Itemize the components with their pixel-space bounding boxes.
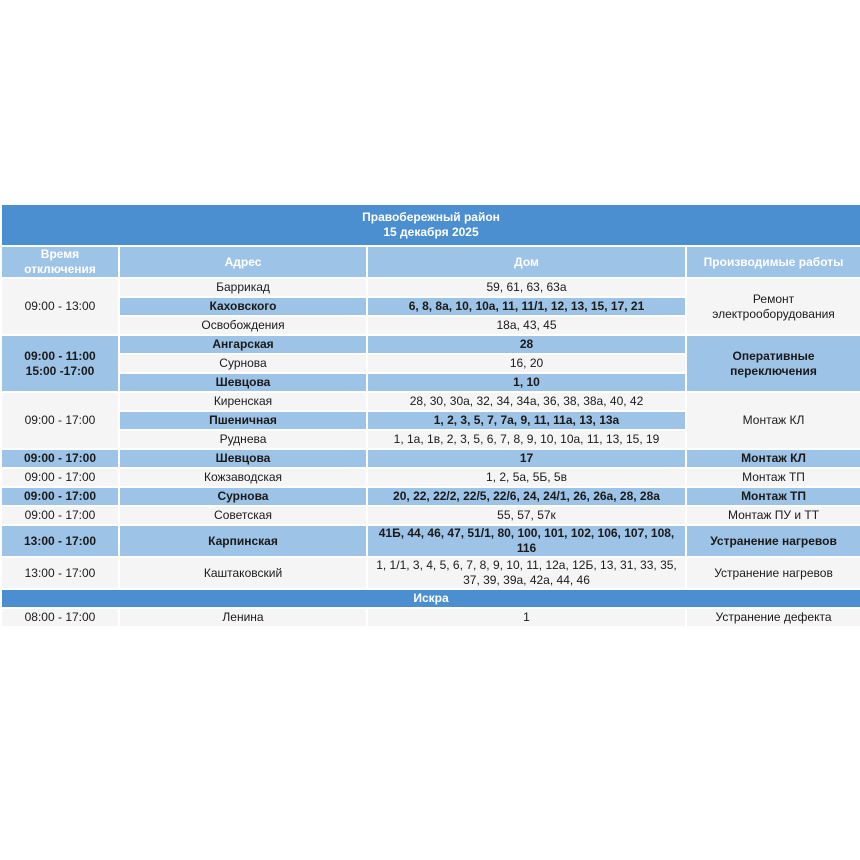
street-address: Шевцова — [118, 372, 368, 393]
house-numbers: 6, 8, 8а, 10, 10а, 11, 11/1, 12, 13, 15,… — [366, 296, 687, 317]
street-address: Советская — [118, 505, 368, 526]
outage-time: 13:00 - 17:00 — [0, 556, 120, 590]
house-numbers: 16, 20 — [366, 353, 687, 374]
house-numbers: 1, 1/1, 3, 4, 5, 6, 7, 8, 9, 10, 11, 12а… — [366, 556, 687, 590]
schedule-date: 15 декабря 2025 — [383, 225, 479, 239]
house-numbers: 28, 30, 30а, 32, 34, 34а, 36, 38, 38а, 4… — [366, 391, 687, 412]
outage-time: 13:00 - 17:00 — [0, 524, 120, 558]
column-header-house: Дом — [366, 245, 687, 279]
table-row: 09:00 - 11:00 15:00 -17:00 Ангарская 28 Опер… — [0, 334, 860, 393]
street-address: Шевцова — [118, 448, 368, 469]
table-row: Каховского 6, 8, 8а, 10, 10а, 11, 11/1, 1… — [1, 296, 860, 317]
outage-time-line: 15:00 -17:00 — [25, 363, 95, 378]
column-header-time: Время отключения — [0, 245, 120, 279]
table-row: 13:00 - 17:00 Каштаковский 1, 1/1, 3, 4, 5… — [0, 556, 860, 590]
outage-time: 09:00 - 17:00 — [0, 505, 120, 526]
street-address: Освобождения — [118, 315, 368, 336]
street-address: Ангарская — [118, 334, 368, 355]
street-address: Каштаковский — [118, 556, 368, 590]
outage-time: 09:00 - 17:00 — [0, 486, 120, 507]
table-row: Сурнова 16, 20 — [1, 353, 860, 374]
works-description: Монтаж ТП — [684, 486, 860, 507]
outage-time: 09:00 - 11:00 15:00 -17:00 — [0, 334, 120, 393]
works-description: Монтаж ПУ и ТТ — [684, 505, 860, 526]
table-row: 09:00 - 17:00 Шевцова 17 Монтаж КЛ — [0, 448, 860, 469]
house-numbers: 1 — [366, 607, 687, 628]
house-numbers: 18а, 43, 45 — [366, 315, 687, 336]
street-address: Ленина — [118, 607, 368, 628]
street-address: Баррикад — [118, 277, 368, 298]
outage-time-line: 09:00 - 11:00 — [24, 348, 96, 363]
street-address: Карпинская — [118, 524, 368, 558]
outage-time-line: 09:00 - 17:00 — [23, 489, 97, 503]
house-numbers: 17 — [366, 448, 687, 469]
table-row: 09:00 - 17:00 Киренская 28, 30, 30а, 32, 3… — [0, 391, 860, 450]
house-numbers: 1, 10 — [366, 372, 687, 393]
outage-time-line: 13:00 - 17:00 — [24, 565, 96, 580]
table-row: Освобождения 18а, 43, 45 — [1, 315, 860, 336]
street-address: Сурнова — [118, 486, 368, 507]
street-address: Каховского — [118, 296, 368, 317]
house-numbers: 1, 2, 3, 5, 7, 7а, 9, 11, 11а, 13, 13а — [366, 410, 687, 431]
table-title-row: Правобережный район 15 декабря 2025 — [0, 203, 860, 247]
header-row: Время отключения Адрес Дом Производимые … — [0, 245, 860, 279]
section-row: Искра — [0, 588, 860, 609]
section-title: Искра — [0, 588, 860, 609]
table-row: 13:00 - 17:00 Карпинская 41Б, 44, 46, 47, … — [0, 524, 860, 558]
outage-time: 09:00 - 13:00 — [0, 277, 120, 336]
house-numbers: 1, 2, 5а, 5Б, 5в — [366, 467, 687, 488]
outage-time: 09:00 - 17:00 — [0, 467, 120, 488]
outage-time: 09:00 - 17:00 — [0, 391, 120, 450]
outage-time: 09:00 - 17:00 — [0, 448, 120, 469]
outage-time-line: 09:00 - 17:00 — [23, 451, 97, 465]
works-description: Ремонт электрооборудования — [684, 277, 860, 336]
street-address: Сурнова — [118, 353, 368, 374]
outage-time-line: 09:00 - 17:00 — [24, 470, 96, 484]
table-row: 08:00 - 17:00 Ленина 1 Устранение дефекта — [0, 607, 860, 628]
works-description: Устранение дефекта — [684, 607, 860, 628]
street-address: Кожзаводская — [118, 467, 368, 488]
street-address: Пшеничная — [118, 410, 368, 431]
table-title: Правобережный район 15 декабря 2025 — [0, 203, 860, 247]
works-description: Монтаж КЛ — [684, 448, 860, 469]
works-description: Оперативные переключения — [684, 334, 860, 393]
outage-schedule-table: Правобережный район 15 декабря 2025 Врем… — [0, 203, 860, 628]
outage-time-line: 09:00 - 17:00 — [24, 508, 96, 522]
table-row: Руднева 1, 1а, 1в, 2, 3, 5, 6, 7, 8, 9, 1… — [1, 429, 860, 450]
works-description: Устранение нагревов — [684, 524, 860, 558]
house-numbers: 20, 22, 22/2, 22/5, 22/6, 24, 24/1, 26, … — [366, 486, 687, 507]
outage-time-line: 08:00 - 17:00 — [24, 610, 96, 624]
column-header-address: Адрес — [118, 245, 368, 279]
house-numbers: 59, 61, 63, 63а — [366, 277, 687, 298]
table-row: Шевцова 1, 10 — [1, 372, 860, 393]
house-numbers: 41Б, 44, 46, 47, 51/1, 80, 100, 101, 102… — [366, 524, 687, 558]
table-row: 09:00 - 13:00 Баррикад 59, 61, 63, 63а Ремо… — [0, 277, 860, 336]
district-name: Правобережный район — [362, 210, 500, 224]
works-description: Монтаж КЛ — [684, 391, 860, 450]
table-row: 09:00 - 17:00 Кожзаводская 1, 2, 5а, 5Б, 5… — [0, 467, 860, 488]
outage-time-line: 09:00 - 17:00 — [24, 413, 96, 427]
outage-time-line: 13:00 - 17:00 — [23, 533, 97, 548]
table-row: Пшеничная 1, 2, 3, 5, 7, 7а, 9, 11, 11а, … — [1, 410, 860, 431]
outage-time: 08:00 - 17:00 — [0, 607, 120, 628]
street-address: Руднева — [118, 429, 368, 450]
table-row: 09:00 - 17:00 Советская 55, 57, 57к Монтаж … — [0, 505, 860, 526]
works-description: Монтаж ТП — [684, 467, 860, 488]
house-numbers: 28 — [366, 334, 687, 355]
works-description: Устранение нагревов — [684, 556, 860, 590]
column-header-works: Производимые работы — [684, 245, 860, 279]
street-address: Киренская — [118, 391, 368, 412]
table-row: 09:00 - 17:00 Сурнова 20, 22, 22/2, 22/5, … — [0, 486, 860, 507]
house-numbers: 1, 1а, 1в, 2, 3, 5, 6, 7, 8, 9, 10, 10а,… — [366, 429, 687, 450]
outage-time-line: 09:00 - 13:00 — [24, 299, 96, 313]
house-numbers: 55, 57, 57к — [366, 505, 687, 526]
